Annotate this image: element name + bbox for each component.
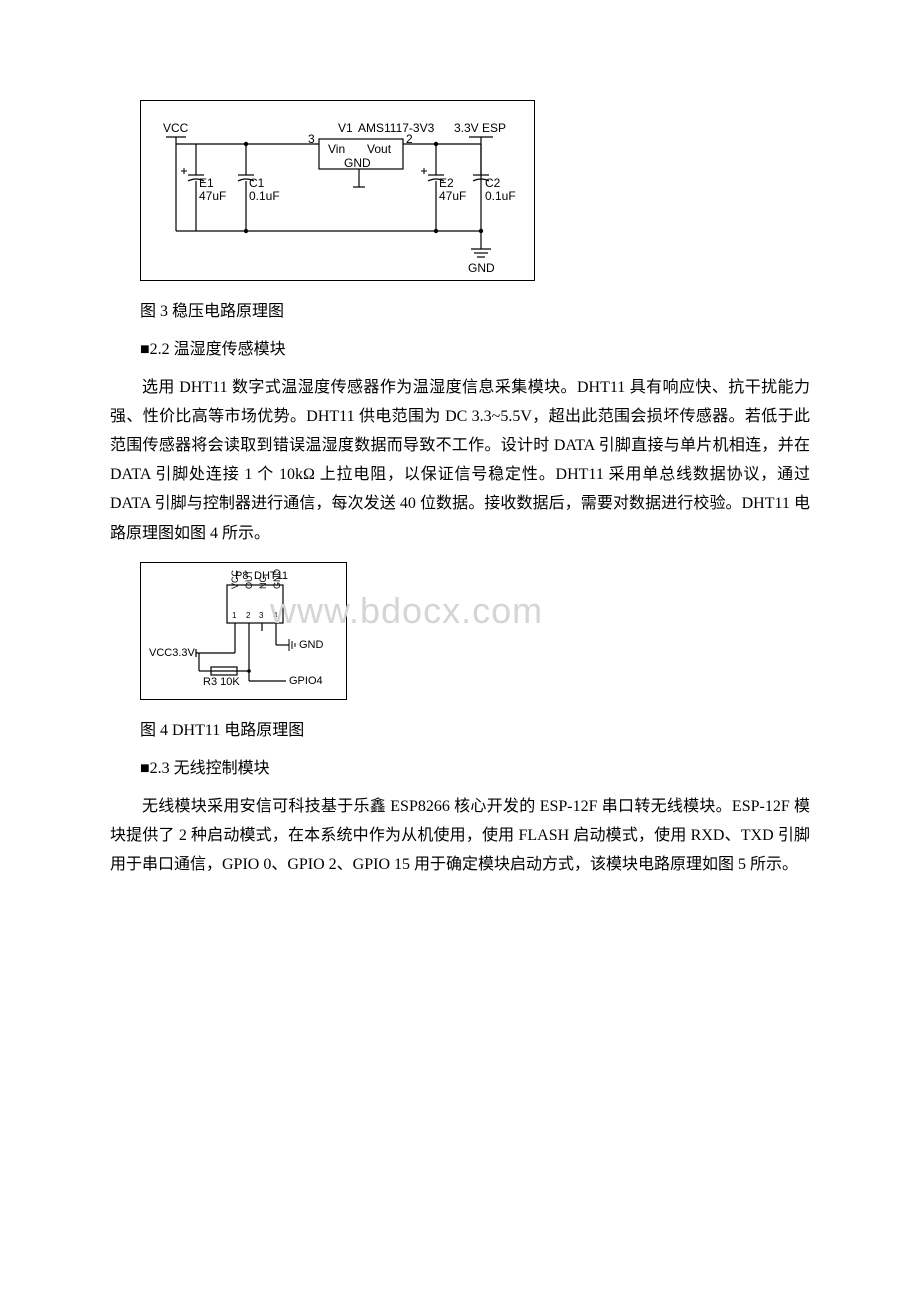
vin-label: Vin bbox=[328, 142, 345, 156]
e1-val-label: 47uF bbox=[199, 189, 226, 203]
diagram2-box: P8 DHT11 VCC OUT NC GND 1 2 3 4 VCC3.3V … bbox=[140, 562, 347, 700]
pin2-label: 2 bbox=[406, 132, 413, 146]
c2-val-label: 0.1uF bbox=[485, 189, 516, 203]
e1-label: E1 bbox=[199, 176, 214, 190]
c1-label: C1 bbox=[249, 176, 264, 190]
c1-val-label: 0.1uF bbox=[249, 189, 280, 203]
voltage-regulator-diagram: VCC V1 AMS1117-3V3 3.3V ESP 3 2 Vin Vout… bbox=[140, 100, 810, 281]
gnd-chip-label: GND bbox=[344, 156, 371, 170]
section-2-3-heading: ■2.3 无线控制模块 bbox=[140, 754, 810, 778]
figure3-caption: 图 3 稳压电路原理图 bbox=[140, 297, 810, 321]
paragraph-esp: 无线模块采用安信可科技基于乐鑫 ESP8266 核心开发的 ESP-12F 串口… bbox=[110, 792, 810, 879]
gnd-pin-label: GND bbox=[272, 569, 282, 589]
gnd-label: GND bbox=[299, 639, 323, 651]
paragraph-dht11: 选用 DHT11 数字式温湿度传感器作为温湿度信息采集模块。DHT11 具有响应… bbox=[110, 373, 810, 548]
gnd-bottom-label: GND bbox=[468, 261, 495, 275]
v1-label: V1 bbox=[338, 121, 353, 135]
e2-label: E2 bbox=[439, 176, 454, 190]
vcc33-label: VCC3.3V bbox=[149, 647, 195, 659]
pin4-label: 4 bbox=[273, 611, 277, 620]
pin3-label: 3 bbox=[308, 132, 315, 146]
chip-label: AMS1117-3V3 bbox=[358, 121, 434, 135]
c2-label: C2 bbox=[485, 176, 500, 190]
vcc-pin-label: VCC bbox=[230, 570, 240, 589]
pin1-label: 1 bbox=[232, 611, 236, 620]
vcc-label: VCC bbox=[163, 121, 188, 135]
vout-label: Vout bbox=[367, 142, 391, 156]
esp33-label: 3.3V ESP bbox=[454, 121, 506, 135]
diagram1-box: VCC V1 AMS1117-3V3 3.3V ESP 3 2 Vin Vout… bbox=[140, 100, 535, 281]
r3-label: R3 10K bbox=[203, 676, 240, 688]
pin3-label: 3 bbox=[259, 611, 263, 620]
nc-pin-label: NC bbox=[258, 576, 268, 589]
section-2-2-heading: ■2.2 温湿度传感模块 bbox=[140, 335, 810, 359]
dht11-diagram-container: P8 DHT11 VCC OUT NC GND 1 2 3 4 VCC3.3V … bbox=[140, 562, 810, 700]
figure4-caption: 图 4 DHT11 电路原理图 bbox=[140, 716, 810, 740]
pin2-label: 2 bbox=[246, 611, 250, 620]
out-pin-label: OUT bbox=[244, 570, 254, 589]
e2-val-label: 47uF bbox=[439, 189, 466, 203]
gpio4-label: GPIO4 bbox=[289, 675, 323, 687]
